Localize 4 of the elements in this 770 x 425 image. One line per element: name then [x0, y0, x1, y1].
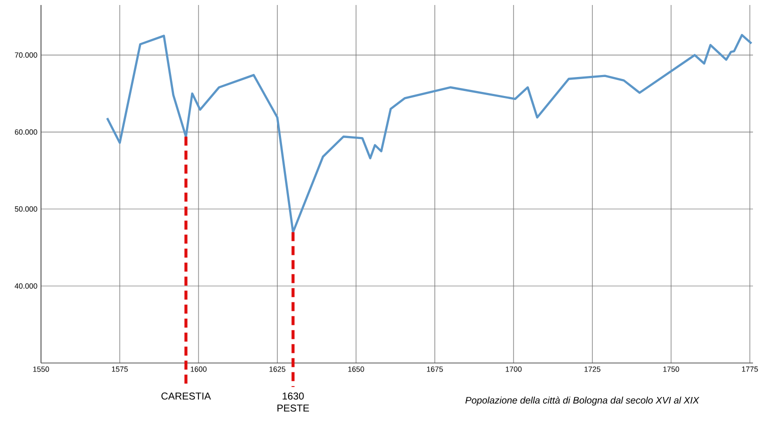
ref-line-label: CARESTIA [161, 392, 211, 400]
ref-line-label: 1630 PESTE [277, 392, 310, 412]
text: Popolazione della città di Bologna dal secolo XVI al XIX [465, 396, 700, 406]
line-series [106, 34, 753, 234]
